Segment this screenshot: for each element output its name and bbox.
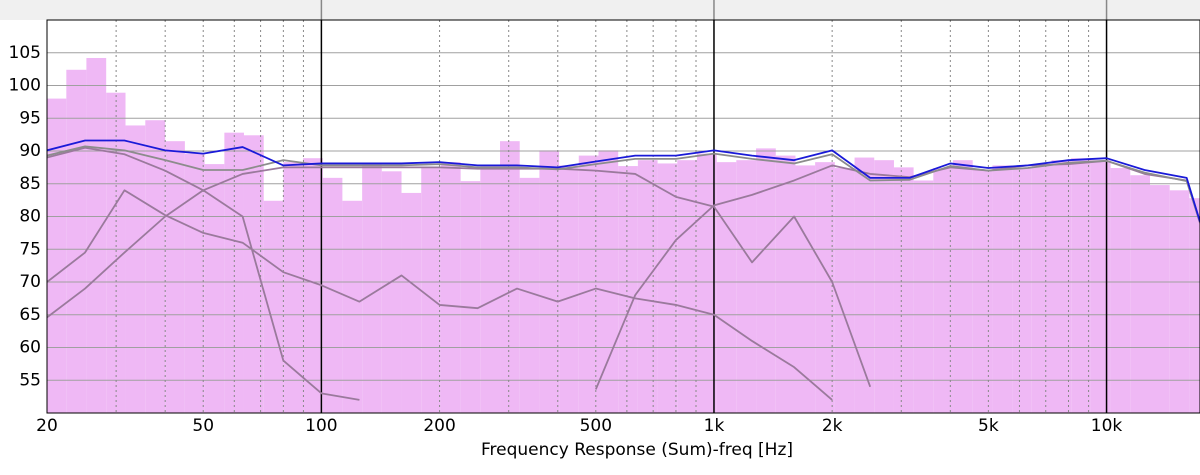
bar bbox=[1012, 168, 1032, 413]
bar bbox=[736, 160, 757, 413]
bar bbox=[1071, 158, 1091, 413]
bar bbox=[1031, 165, 1052, 413]
bar bbox=[1110, 168, 1131, 413]
bar bbox=[893, 167, 914, 413]
bar bbox=[362, 164, 382, 413]
bar bbox=[460, 181, 481, 413]
y-tick-label: 105 bbox=[9, 43, 41, 63]
top-strip bbox=[0, 0, 1200, 20]
bar bbox=[1051, 160, 1072, 413]
bar bbox=[716, 162, 737, 413]
y-tick-label: 100 bbox=[9, 76, 41, 96]
x-axis-title: Frequency Response (Sum)-freq [Hz] bbox=[481, 440, 793, 460]
bar bbox=[381, 171, 402, 413]
bar bbox=[1130, 175, 1150, 413]
line bbox=[47, 145, 1200, 223]
bar bbox=[815, 162, 835, 413]
bar bbox=[204, 164, 225, 413]
bar bbox=[913, 180, 934, 413]
bar bbox=[874, 160, 894, 413]
line bbox=[47, 146, 360, 401]
bar bbox=[263, 200, 284, 413]
bar bbox=[125, 125, 146, 413]
y-tick-label: 90 bbox=[19, 141, 41, 161]
x-tick-label: 10k bbox=[1091, 416, 1123, 436]
bar bbox=[106, 92, 126, 413]
bar bbox=[1090, 160, 1111, 413]
bar bbox=[775, 155, 796, 413]
y-tick-label: 95 bbox=[19, 108, 41, 128]
axes: 55 60 65 70 75 80 85 90 95 100 105 20 50 100 200 500 1k 2… bbox=[9, 0, 1200, 436]
bar bbox=[165, 141, 185, 413]
bar bbox=[1169, 190, 1190, 413]
bar bbox=[243, 135, 264, 413]
bar bbox=[1149, 185, 1170, 413]
bar bbox=[47, 98, 67, 413]
x-tick-label: 1k bbox=[704, 416, 725, 436]
y-tick-label: 70 bbox=[19, 272, 41, 292]
bar bbox=[303, 158, 323, 413]
plot-frame bbox=[46, 19, 1200, 414]
bar bbox=[696, 153, 717, 413]
bar bbox=[224, 132, 244, 413]
bar bbox=[677, 160, 697, 413]
bar bbox=[657, 163, 678, 413]
bar bbox=[933, 168, 954, 413]
x-tick-label: 20 bbox=[36, 416, 58, 436]
bar bbox=[953, 160, 973, 413]
bar bbox=[145, 120, 166, 413]
plot-area bbox=[47, 20, 1200, 413]
bar bbox=[480, 165, 501, 413]
bar bbox=[1189, 198, 1200, 413]
x-tick-label: 100 bbox=[305, 416, 337, 436]
bar bbox=[618, 166, 638, 413]
bar bbox=[283, 162, 304, 413]
bar bbox=[578, 155, 599, 413]
y-tick-label: 65 bbox=[19, 305, 41, 325]
x-tick-label: 2k bbox=[822, 416, 843, 436]
y-tick-label: 85 bbox=[19, 174, 41, 194]
bar bbox=[992, 165, 1013, 413]
line bbox=[47, 189, 833, 401]
bar bbox=[559, 165, 579, 413]
y-tick-label: 60 bbox=[19, 338, 41, 358]
bar bbox=[637, 160, 658, 413]
x-tick-label: 200 bbox=[423, 416, 455, 436]
y-tick-label: 55 bbox=[19, 370, 41, 390]
bar bbox=[834, 168, 855, 413]
bar bbox=[440, 162, 461, 413]
bar bbox=[500, 141, 520, 413]
line bbox=[47, 166, 872, 388]
y-tick-label: 80 bbox=[19, 207, 41, 227]
x-tick-label: 50 bbox=[192, 416, 214, 436]
bar bbox=[66, 69, 87, 413]
bar bbox=[972, 169, 993, 413]
y-tick-label: 75 bbox=[19, 239, 41, 259]
bar bbox=[421, 168, 441, 413]
x-tick-label: 500 bbox=[580, 416, 612, 436]
bar bbox=[184, 153, 205, 413]
x-tick-label: 5k bbox=[978, 416, 999, 436]
bar bbox=[342, 200, 363, 413]
bar bbox=[519, 177, 540, 413]
line bbox=[47, 139, 1200, 223]
bar bbox=[401, 192, 422, 413]
bar bbox=[322, 177, 343, 413]
bar bbox=[854, 157, 875, 413]
